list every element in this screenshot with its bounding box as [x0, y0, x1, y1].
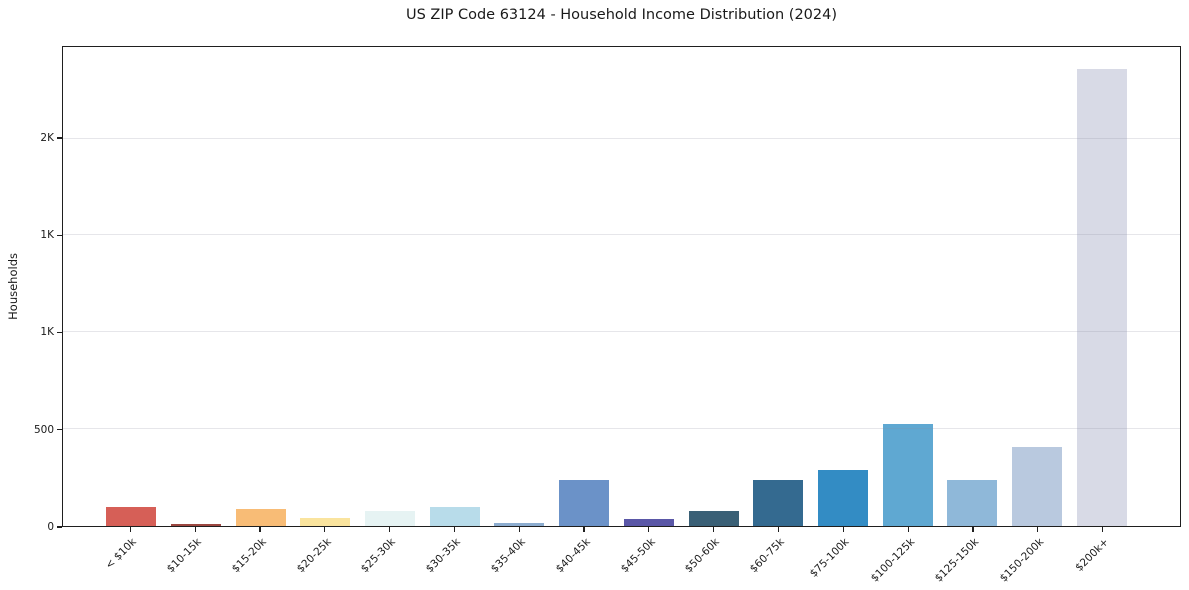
y-tick-mark [57, 429, 62, 431]
chart-title: US ZIP Code 63124 - Household Income Dis… [405, 7, 838, 23]
x-tick-label: < $10k [103, 536, 139, 572]
x-tick-label: $25-30k [359, 536, 399, 576]
bar--25-30k [365, 511, 416, 526]
bar--125-150k [947, 480, 998, 526]
bar-slot [1069, 47, 1134, 526]
bar-slot [99, 47, 164, 526]
x-tick-mark [324, 527, 326, 532]
x-tick-label: $15-20k [229, 536, 269, 576]
gridline [63, 331, 1180, 333]
bar-slot [617, 47, 682, 526]
y-tick-label: 0 [47, 521, 54, 533]
x-tick-mark [583, 527, 585, 532]
x-tick-mark [518, 527, 520, 532]
bars-container [63, 47, 1180, 526]
bar-slot [487, 47, 552, 526]
bar--10-15k [171, 524, 222, 526]
bar-slot [1005, 47, 1070, 526]
y-tick-label: 1K [40, 229, 54, 242]
bar--10k [106, 506, 157, 526]
y-tick-mark [57, 137, 62, 139]
x-tick-mark [777, 527, 780, 532]
x-tick-label: $50-60k [683, 536, 723, 576]
bar--200k+ [1076, 68, 1127, 526]
plot-area [62, 46, 1181, 527]
x-tick-label: $75-100k [808, 536, 852, 580]
bar--40-45k [559, 480, 610, 526]
x-tick-label: $45-50k [618, 536, 658, 576]
x-tick-mark [1101, 527, 1104, 532]
x-tick-label: $125-150k [932, 536, 982, 585]
bar--75-100k [817, 469, 868, 526]
x-tick-label: $60-75k [747, 536, 788, 576]
gridline [63, 234, 1180, 236]
bar-slot [293, 47, 358, 526]
y-tick-mark [57, 331, 62, 334]
bar--20-25k [300, 518, 351, 526]
x-tick-label: $100-125k [868, 536, 917, 585]
x-tick-mark [713, 527, 715, 532]
x-tick-mark [389, 527, 391, 532]
y-tick-label: 500 [33, 423, 54, 436]
bar-slot [422, 47, 487, 526]
bar--45-50k [623, 519, 674, 526]
bar-slot [811, 47, 876, 526]
x-tick-label: $35-40k [488, 536, 528, 576]
bar--35-40k [494, 523, 545, 526]
bar-slot [358, 47, 423, 526]
x-tick-label: $20-25k [294, 536, 334, 576]
bar--15-20k [235, 509, 286, 526]
y-tick-mark [57, 526, 62, 528]
bar--60-75k [753, 480, 804, 526]
x-tick-mark [453, 527, 456, 532]
y-axis-label-wrap: Households [0, 46, 26, 527]
bar-slot [681, 47, 746, 526]
x-tick-mark [194, 527, 196, 532]
x-tick-label: $200k+ [1073, 536, 1112, 574]
gridline [63, 428, 1180, 430]
x-tick-mark [842, 527, 844, 532]
x-tick-mark [907, 527, 909, 532]
y-axis-label: Households [6, 253, 20, 320]
bar-slot [552, 47, 617, 526]
y-tick-mark [57, 234, 62, 236]
y-tick-label: 2K [40, 131, 54, 144]
x-tick-mark [648, 527, 650, 532]
bar--150-200k [1011, 447, 1062, 526]
x-tick-mark [1037, 527, 1039, 532]
y-tick-label: 1K [40, 326, 54, 339]
bar-slot [164, 47, 229, 526]
bar--50-60k [688, 511, 739, 526]
x-tick-label: $10-15k [164, 536, 204, 576]
x-tick-label: $40-45k [553, 536, 593, 576]
x-tick-label: $30-35k [423, 536, 463, 576]
gridline [63, 137, 1180, 139]
x-tick-mark [972, 527, 974, 532]
bar-slot [228, 47, 293, 526]
bar--30-35k [429, 506, 480, 526]
bar-slot [746, 47, 811, 526]
bar-slot [940, 47, 1005, 526]
x-tick-mark [129, 527, 131, 532]
x-tick-label: $150-200k [997, 536, 1047, 585]
bar--100-125k [882, 423, 933, 526]
x-tick-mark [259, 527, 261, 532]
bar-slot [875, 47, 940, 526]
